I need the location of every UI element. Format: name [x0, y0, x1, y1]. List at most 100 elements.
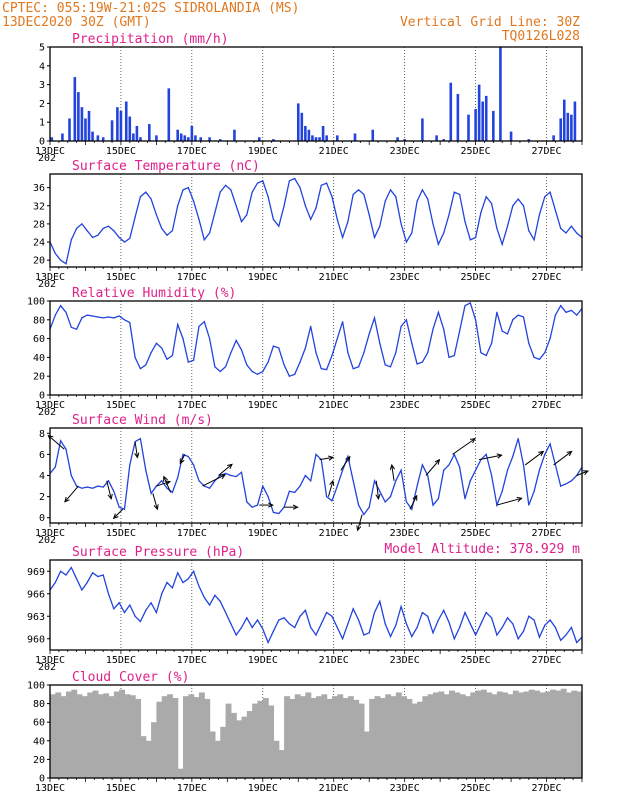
pressure-point [65, 574, 67, 576]
temperature-point [60, 259, 62, 261]
cloud-cover-bar [129, 695, 136, 778]
precipitation-bar [199, 137, 203, 141]
humidity-y-tick-label: 0 [39, 391, 45, 402]
pressure-point [299, 615, 301, 617]
wind-point [315, 453, 317, 455]
wind-vector-head [112, 513, 119, 520]
pressure-point [475, 634, 477, 636]
humidity-panel: 0 20 40 60 80 100 13DEC 15DEC 17DEC 19DEC 21DEC 23D… [27, 286, 583, 418]
humidity-point [373, 317, 376, 319]
wind-x-tick-label: 19DEC [248, 528, 278, 539]
pressure-point [453, 638, 455, 640]
wind-vector-head [226, 463, 233, 470]
pressure-point [368, 632, 370, 634]
precipitation-bar [176, 129, 179, 141]
temperature-point [554, 209, 557, 211]
pressure-point [86, 581, 88, 584]
pressure-year-label: 202 [38, 662, 56, 673]
pressure-point [182, 581, 184, 584]
humidity-point [421, 361, 423, 363]
cloud-cover-bar [550, 689, 556, 778]
wind-point [102, 486, 104, 488]
pressure-point [97, 575, 99, 578]
temperature-point [272, 218, 275, 220]
precipitation-y-tick-label: 4 [39, 61, 45, 72]
cloud-cover-y-tick-label: 40 [33, 736, 45, 747]
wind-vector [327, 480, 334, 497]
pressure-point [432, 632, 434, 634]
cloud-cover-bar [427, 694, 434, 778]
temperature-x-tick-label: 25DEC [461, 272, 491, 283]
cloud-cover-bar [406, 698, 413, 778]
humidity-point [240, 349, 243, 351]
temperature-point [76, 227, 78, 230]
precipitation-bar [499, 47, 502, 141]
precipitation-bar [353, 133, 357, 141]
cloud-cover-bar [177, 768, 184, 778]
temperature-line [49, 177, 583, 265]
cloud-cover-bar [310, 698, 317, 778]
humidity-point [76, 328, 78, 330]
wind-point [336, 485, 338, 487]
wind-vector-head [538, 450, 545, 457]
pressure-point [538, 636, 541, 638]
humidity-x-tick-label: 15DEC [106, 400, 136, 411]
temperature-point [379, 225, 381, 227]
temperature-point [129, 237, 131, 240]
precipitation-bar [179, 133, 183, 141]
temperature-point [283, 205, 285, 207]
pressure-point [304, 609, 306, 611]
wind-point [299, 485, 301, 487]
wind-point [267, 496, 269, 498]
precipitation-bar [421, 118, 424, 141]
pressure-point [469, 623, 471, 625]
cloud-cover-bar [544, 691, 551, 778]
humidity-point [246, 364, 248, 366]
humidity-y-tick-label: 80 [33, 315, 45, 326]
wind-panel: 0 2 4 6 8 13DEC 15DEC 17DEC 19DEC 21DEC 23DEC 25DEC… [35, 413, 589, 546]
pressure-point [209, 604, 211, 606]
precipitation-x-tick-label: 15DEC [106, 146, 136, 157]
pressure-point [576, 641, 578, 644]
model-altitude-label: Model Altitude: 378.929 m [384, 542, 580, 557]
precipitation-y-tick-label: 5 [39, 43, 45, 54]
wind-point [97, 485, 99, 487]
pressure-point [363, 634, 365, 636]
wind-vector [409, 495, 418, 510]
pressure-point [224, 611, 227, 614]
humidity-point [320, 368, 322, 370]
precipitation-bar [155, 135, 158, 141]
precipitation-bar [148, 124, 151, 141]
humidity-point [107, 316, 110, 318]
temperature-point [544, 196, 546, 198]
humidity-point [113, 317, 115, 319]
wind-point [347, 455, 349, 458]
humidity-point [161, 347, 163, 349]
cloud-cover-x-tick-label: 19DEC [248, 783, 278, 794]
pressure-x-tick-label: 25DEC [461, 655, 491, 666]
pressure-point [437, 619, 439, 621]
pressure-point [485, 611, 487, 614]
pressure-point [283, 617, 285, 619]
cloud-cover-bar [193, 697, 200, 778]
pressure-point [427, 615, 429, 617]
wind-point [437, 498, 439, 500]
humidity-x-tick-label: 27DEC [531, 400, 561, 411]
temperature-point [235, 205, 237, 207]
cloud-cover-bar [97, 694, 104, 778]
cloud-cover-bar [326, 698, 333, 778]
temperature-point [533, 239, 535, 241]
precipitation-bar [91, 131, 94, 141]
cloud-cover-bar [470, 692, 477, 778]
cloud-cover-bar [135, 698, 142, 778]
pressure-point [448, 621, 450, 623]
wind-vector-head [179, 458, 185, 465]
pressure-point [256, 619, 259, 621]
cloud-cover-bar [528, 689, 535, 778]
cloud-cover-y-tick-label: 0 [39, 774, 45, 785]
temperature-y-tick-label: 24 [33, 238, 45, 249]
wind-vector [106, 480, 112, 499]
humidity-point [134, 356, 136, 358]
cloud-cover-bar [183, 696, 189, 778]
wind-vector-head [134, 452, 140, 459]
